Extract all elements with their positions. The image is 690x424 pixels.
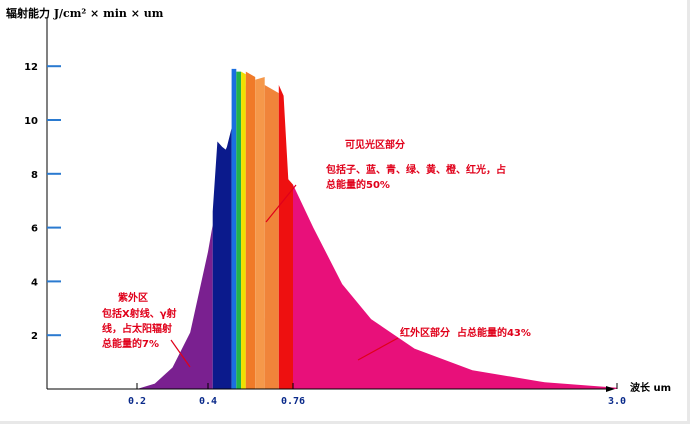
visible-region-title: 可见光区部分 (345, 140, 405, 151)
y-tick-label: 6 (31, 224, 38, 235)
annotation-arrows (170, 184, 399, 368)
spectrum-band-0 (137, 224, 213, 389)
x-axis-arrowhead (606, 386, 615, 392)
spectrum-band-5 (245, 71, 256, 389)
y-tick-label: 2 (31, 331, 38, 342)
y-tick-label: 4 (31, 277, 38, 288)
x-tick-label: 0.4 (199, 396, 217, 407)
spectrum-band-1 (212, 128, 232, 389)
infrared-region-note: 红外区部分 占总能量的43% (400, 328, 531, 339)
y-tick-label: 10 (24, 116, 38, 127)
spectrum-band-3 (236, 71, 242, 389)
ir-pointer (357, 337, 399, 361)
spectrum-band-8 (278, 85, 293, 389)
spectrum-band-9 (293, 184, 617, 389)
x-tick-label: 0.2 (128, 396, 146, 407)
x-tick-label: 3.0 (608, 396, 626, 407)
uv-pointer (170, 339, 191, 368)
axes: 2 4 6 8 10 12 0.2 0.4 0.76 3.0 (24, 18, 626, 407)
spectrum-band-4 (241, 71, 246, 389)
ultraviolet-region-title: 紫外区 (118, 293, 148, 304)
spectrum-band-6 (255, 77, 265, 389)
visible-pointer (265, 184, 297, 223)
ultraviolet-region-note: 包括X射线、γ射 线，占太阳辐射 总能量的7% (102, 309, 177, 350)
x-tick-label: 0.76 (281, 396, 305, 407)
y-tick-label: 12 (24, 62, 38, 73)
y-tick-label: 8 (31, 170, 38, 181)
visible-region-note: 包括子、蓝、青、绿、黄、橙、红光，占 总能量的50% (326, 165, 506, 191)
spectrum-band-2 (231, 68, 237, 390)
spectrum-band-7 (264, 85, 279, 389)
x-axis-title: 波长 um (630, 383, 672, 394)
spectrum-areas (137, 68, 617, 390)
y-axis-title: 辐射能力 J/cm² × min × um (6, 7, 164, 20)
